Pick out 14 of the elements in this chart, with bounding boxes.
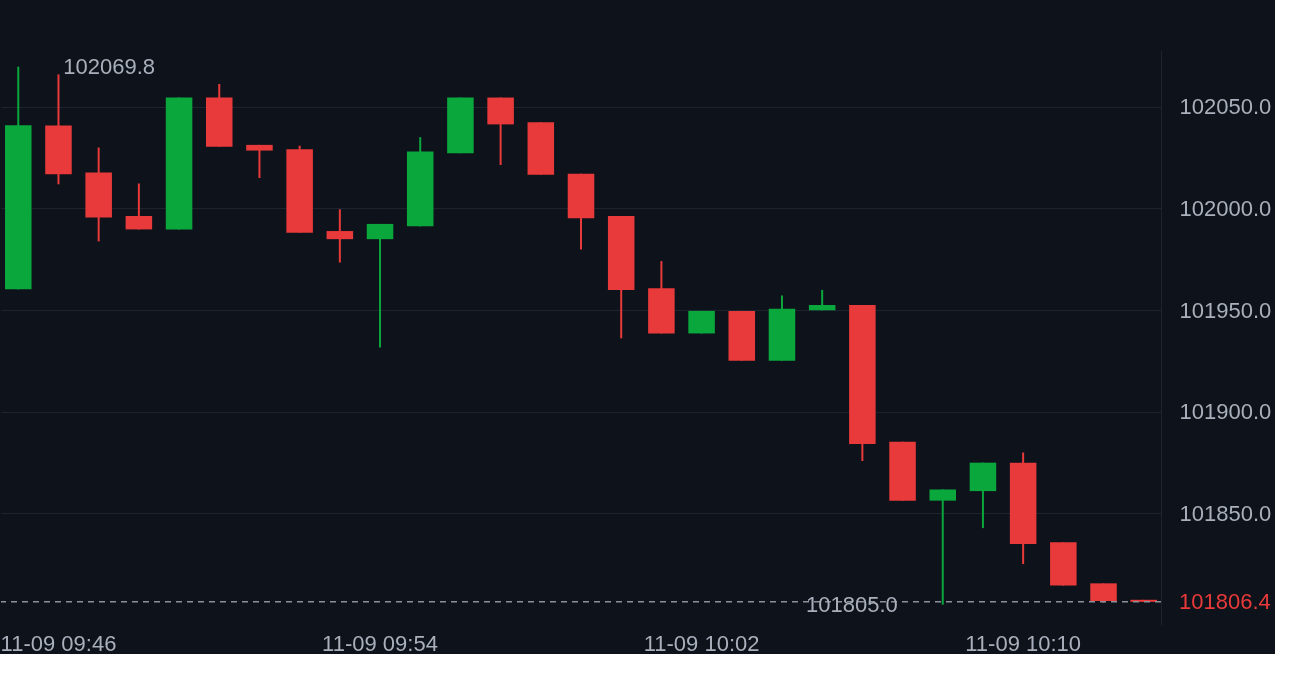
- x-tick-label: 11-09 09:46: [0, 630, 117, 656]
- candlestick: [929, 488, 957, 606]
- ref-line-label: 101806.4: [1179, 588, 1271, 614]
- annotation: 101805.0: [805, 591, 898, 617]
- x-tick-label: 11-09 09:54: [322, 630, 438, 656]
- x-tick-label: 11-09 10:02: [643, 630, 760, 656]
- candlestick: [326, 208, 354, 264]
- y-tick-label: 101950.0: [1179, 297, 1272, 323]
- y-tick-label: 102000.0: [1179, 195, 1272, 221]
- y-tick-label: 101850.0: [1179, 500, 1272, 526]
- y-tick-label: 102050.0: [1179, 94, 1272, 120]
- x-tick-label: 11-09 10:10: [965, 630, 1082, 656]
- annotation: 102069.8: [63, 53, 156, 79]
- y-tick-label: 101900.0: [1179, 399, 1272, 425]
